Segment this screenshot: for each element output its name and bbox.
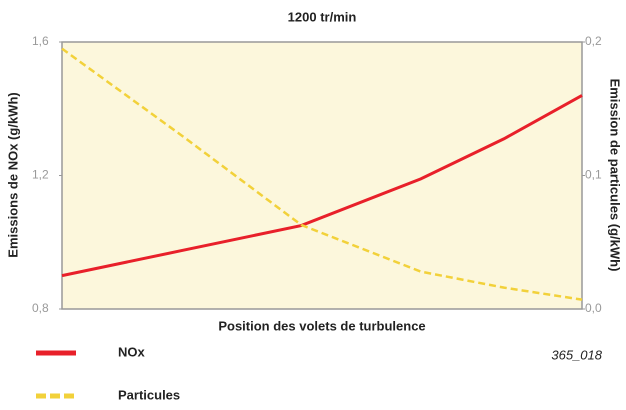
y-axis-label: Emissions de NOx (g/kWh) (5, 92, 20, 257)
legend-label: Particules (118, 387, 180, 402)
chart-title: 1200 tr/min (288, 9, 357, 24)
y2-tick-label: 0,2 (585, 34, 602, 48)
y2-axis-label: Emission de particules (g/kWh) (608, 79, 623, 272)
y2-tick-label: 0,1 (585, 168, 602, 182)
series-line (61, 94, 583, 278)
x-axis-label: Position des volets de turbulence (218, 318, 425, 333)
y-tick-label: 1,2 (32, 168, 49, 182)
plot-area (61, 41, 583, 310)
legend-label: NOx (118, 344, 146, 359)
series-line (61, 47, 583, 301)
y-tick-label: 0,8 (32, 301, 49, 315)
annotation: 365_018 (551, 347, 602, 362)
y2-tick-label: 0,0 (585, 301, 602, 315)
y-tick-label: 1,6 (32, 34, 49, 48)
